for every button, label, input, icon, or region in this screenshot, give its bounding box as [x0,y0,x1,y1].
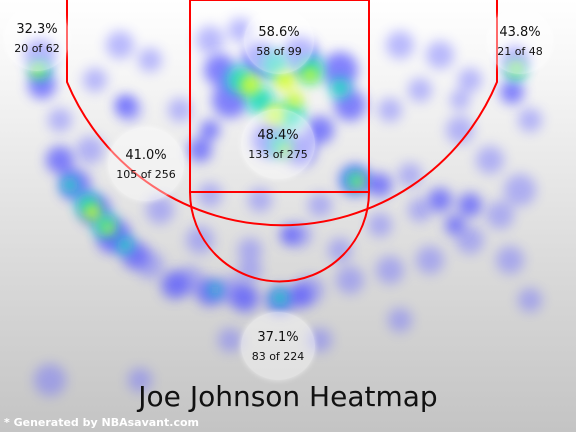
zone-pct: 43.8% [499,24,541,40]
zone-pct: 41.0% [125,147,167,163]
zone-pct: 58.6% [258,24,300,40]
court-lines [66,0,498,283]
zone-made-of: 83 of 224 [251,349,305,363]
zone-made-of: 133 of 275 [248,147,308,161]
zone-made-of: 20 of 62 [14,41,60,55]
zone-paint-far: 48.4% 133 of 275 [241,109,315,179]
zone-made-of: 105 of 256 [116,167,176,181]
zone-paint-close: 58.6% 58 of 99 [244,8,314,74]
paint-lane [189,0,370,193]
zone-left-corner-three: 32.3% 20 of 62 [4,5,70,71]
heatmap-title: Joe Johnson Heatmap [138,380,438,413]
zone-pct: 37.1% [257,329,299,345]
zone-pct: 48.4% [257,127,299,143]
zone-made-of: 58 of 99 [256,44,302,58]
zone-pct: 32.3% [16,21,58,37]
heat-peak-density [32,62,522,234]
zone-right-corner-three: 43.8% 21 of 48 [487,8,553,74]
three-point-line [66,0,498,227]
zone-top-of-key-three: 37.1% 83 of 224 [241,312,315,380]
credit-text: * Generated by NBAsavant.com [4,416,199,429]
zone-left-midrange: 41.0% 105 of 256 [108,127,184,201]
zone-made-of: 21 of 48 [497,44,543,58]
free-throw-circle [189,191,370,283]
heat-medium-density [24,37,529,314]
